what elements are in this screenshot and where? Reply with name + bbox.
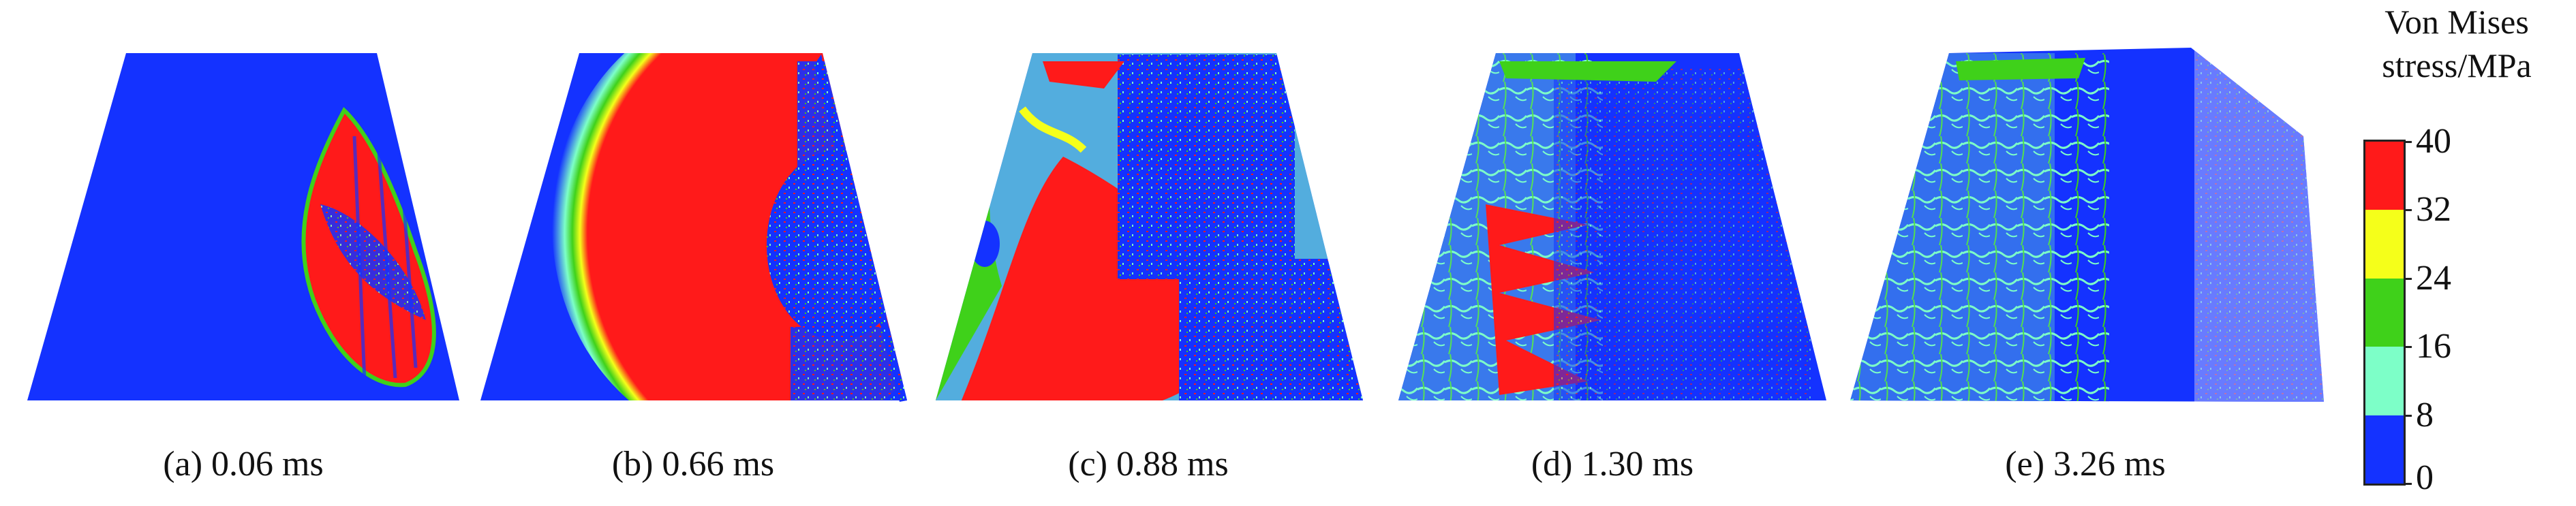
panel-c-caption: (c) 0.88 ms (1068, 445, 1229, 484)
colorbar-band-8-16 (2365, 347, 2404, 415)
colorbar-band-32-40 (2365, 142, 2404, 210)
legend-tick-label-40: 40 (2416, 122, 2451, 161)
panel-c-block (936, 53, 1363, 400)
legend-tick-label-24: 24 (2416, 259, 2451, 298)
colorbar-tick-0 (2405, 483, 2412, 485)
colorbar-tick-8 (2405, 415, 2412, 417)
legend-title-line2: stress/MPa (2382, 46, 2532, 84)
panel-b-caption: (b) 0.66 ms (611, 445, 775, 484)
legend-tick-label-0: 0 (2416, 458, 2434, 497)
colorbar-band-16-24 (2365, 278, 2404, 347)
colorbar-tick-32 (2405, 209, 2412, 211)
colorbar-band-24-32 (2365, 210, 2404, 279)
panel-d-caption: (d) 1.30 ms (1531, 445, 1694, 484)
colorbar-band-0-8 (2365, 415, 2404, 484)
legend-tick-label-16: 16 (2416, 327, 2451, 366)
panel-e-block (1850, 48, 2324, 402)
legend-tick-label-8: 8 (2416, 396, 2434, 434)
colorbar-tick-16 (2405, 346, 2412, 348)
legend-title: Von Mises stress/MPa (2337, 0, 2576, 87)
colorbar-tick-24 (2405, 278, 2412, 280)
panel-d-block (1398, 53, 1826, 400)
panel-a-block (27, 53, 459, 400)
legend-tick-label-32: 32 (2416, 190, 2451, 229)
legend-title-line1: Von Mises (2385, 3, 2529, 41)
panel-a-caption: (a) 0.06 ms (163, 445, 324, 484)
panel-b-block (480, 53, 907, 402)
colorbar (2363, 140, 2406, 486)
panel-e-caption: (e) 3.26 ms (2005, 445, 2166, 484)
colorbar-tick-40 (2405, 141, 2412, 143)
